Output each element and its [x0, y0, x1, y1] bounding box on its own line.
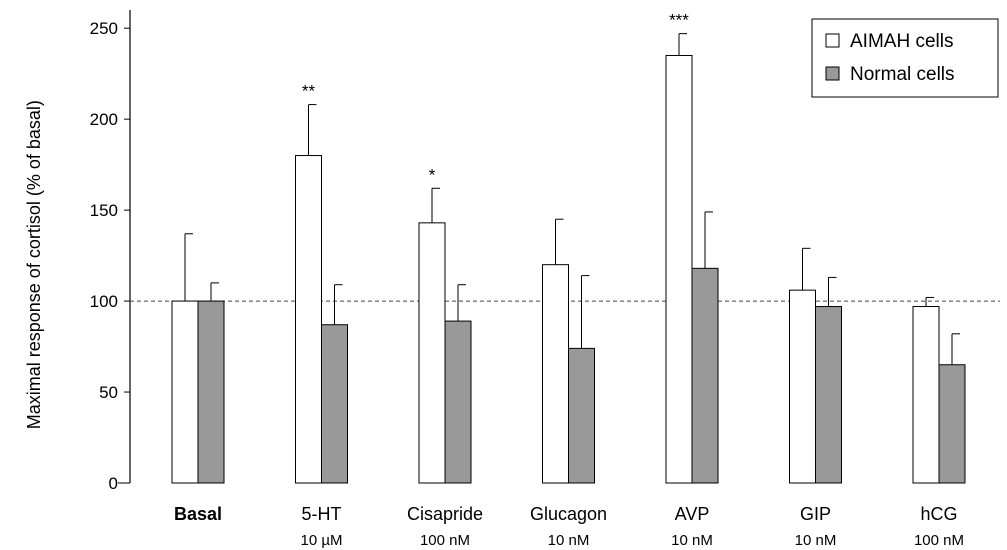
- y-tick-label: 0: [109, 474, 118, 493]
- x-category-sublabel: 10 µM: [301, 532, 343, 549]
- legend-label: AIMAH cells: [850, 31, 953, 52]
- x-category-sublabel: 10 nM: [548, 532, 590, 549]
- x-category-label: AVP: [675, 504, 710, 524]
- x-category-sublabel: 10 nM: [671, 532, 713, 549]
- legend-swatch: [825, 66, 840, 81]
- bar-normal: [691, 267, 719, 484]
- legend-box: [811, 18, 999, 98]
- bar-normal: [938, 364, 966, 484]
- bar-aimah: [295, 155, 322, 484]
- x-category-label: hCG: [920, 504, 957, 524]
- significance-marker: **: [302, 82, 316, 101]
- x-axis-labels: Basal 5-HT 10 µM Cisapride 100 nM Glucagon 10 …: [174, 504, 964, 549]
- x-category-label: Cisapride: [407, 504, 483, 524]
- bars-group: ******: [171, 11, 966, 484]
- x-category-label: GIP: [800, 504, 831, 524]
- significance-marker: ***: [669, 11, 689, 30]
- x-category-sublabel: 100 nM: [914, 532, 964, 549]
- bar-aimah: [789, 289, 816, 484]
- x-category-label: 5-HT: [302, 504, 342, 524]
- x-category-sublabel: 100 nM: [420, 532, 470, 549]
- legend: AIMAH cells Normal cells: [811, 18, 999, 98]
- bar-normal: [197, 300, 225, 484]
- y-axis: 0 50 100 150 200 250: [90, 10, 131, 493]
- legend-swatch: [825, 33, 840, 48]
- y-tick-label: 200: [90, 110, 118, 129]
- legend-label: Normal cells: [850, 64, 955, 85]
- y-tick-label: 50: [99, 383, 118, 402]
- bar-aimah: [171, 300, 199, 484]
- bar-aimah: [418, 222, 446, 484]
- bar-normal: [321, 324, 348, 484]
- bar-normal: [444, 320, 472, 484]
- x-category-label: Glucagon: [530, 504, 607, 524]
- bar-aimah: [665, 54, 693, 484]
- x-category-sublabel: 10 nM: [795, 532, 837, 549]
- bar-normal: [568, 347, 595, 484]
- y-axis-label: Maximal response of cortisol (% of basal…: [24, 100, 44, 429]
- x-category-label: Basal: [174, 504, 222, 524]
- significance-marker: *: [429, 165, 436, 184]
- y-tick-label: 100: [90, 292, 118, 311]
- bar-normal: [815, 306, 842, 484]
- bar-aimah: [912, 306, 940, 484]
- bar-aimah: [542, 264, 569, 484]
- y-tick-label: 250: [90, 19, 118, 38]
- y-tick-label: 150: [90, 201, 118, 220]
